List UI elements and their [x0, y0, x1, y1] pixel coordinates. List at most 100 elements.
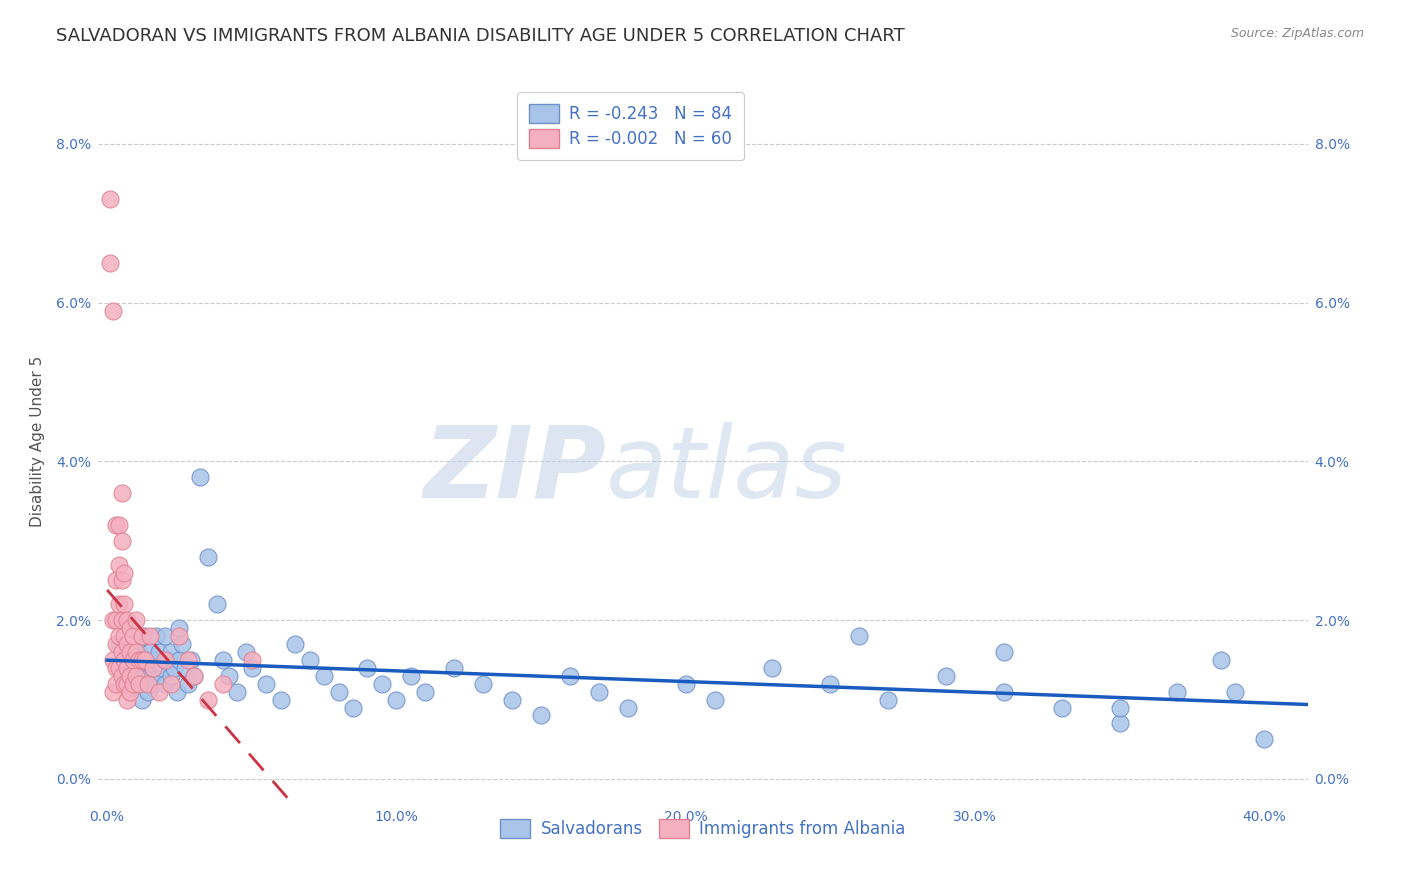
Point — [1050, 700, 1073, 714]
Point — [125, 669, 148, 683]
Point — [125, 645, 148, 659]
Point — [935, 669, 957, 683]
Point — [136, 676, 159, 690]
Point — [205, 597, 228, 611]
Point — [180, 653, 202, 667]
Legend: Salvadorans, Immigrants from Albania: Salvadorans, Immigrants from Albania — [494, 813, 912, 845]
Point — [110, 533, 132, 548]
Point — [761, 661, 783, 675]
Point — [120, 684, 142, 698]
Point — [98, 256, 121, 270]
Point — [166, 684, 188, 698]
Point — [197, 692, 219, 706]
Point — [240, 661, 263, 675]
Point — [110, 574, 132, 588]
Point — [107, 597, 129, 611]
Point — [142, 661, 165, 675]
Point — [1225, 684, 1247, 698]
Point — [125, 637, 148, 651]
Point — [104, 676, 127, 690]
Point — [159, 676, 181, 690]
Point — [530, 708, 553, 723]
Point — [235, 645, 257, 659]
Point — [1108, 700, 1130, 714]
Point — [139, 645, 162, 659]
Point — [134, 653, 156, 667]
Point — [284, 637, 307, 651]
Point — [1253, 732, 1275, 747]
Point — [342, 700, 364, 714]
Point — [1108, 716, 1130, 731]
Point — [312, 669, 335, 683]
Point — [153, 676, 176, 690]
Point — [820, 676, 842, 690]
Point — [172, 637, 194, 651]
Point — [211, 676, 233, 690]
Point — [120, 621, 142, 635]
Point — [298, 653, 321, 667]
Point — [110, 669, 132, 683]
Point — [188, 470, 211, 484]
Point — [142, 676, 165, 690]
Point — [142, 661, 165, 675]
Point — [117, 676, 139, 690]
Point — [1166, 684, 1188, 698]
Point — [114, 653, 136, 667]
Point — [558, 669, 581, 683]
Point — [107, 558, 129, 572]
Point — [101, 684, 124, 698]
Point — [107, 661, 129, 675]
Point — [443, 661, 465, 675]
Point — [101, 303, 124, 318]
Point — [120, 669, 142, 683]
Point — [104, 517, 127, 532]
Text: Source: ZipAtlas.com: Source: ZipAtlas.com — [1230, 27, 1364, 40]
Point — [136, 684, 159, 698]
Point — [675, 676, 697, 690]
Point — [148, 669, 170, 683]
Point — [197, 549, 219, 564]
Point — [371, 676, 394, 690]
Point — [110, 613, 132, 627]
Point — [993, 684, 1015, 698]
Point — [226, 684, 249, 698]
Point — [159, 645, 181, 659]
Point — [104, 613, 127, 627]
Point — [107, 637, 129, 651]
Point — [153, 653, 176, 667]
Point — [328, 684, 350, 698]
Point — [117, 676, 139, 690]
Point — [117, 661, 139, 675]
Point — [501, 692, 523, 706]
Point — [617, 700, 640, 714]
Text: ZIP: ZIP — [423, 422, 606, 519]
Point — [183, 669, 205, 683]
Point — [588, 684, 610, 698]
Point — [114, 597, 136, 611]
Point — [101, 653, 124, 667]
Point — [114, 669, 136, 683]
Point — [131, 629, 153, 643]
Point — [169, 629, 191, 643]
Point — [122, 676, 145, 690]
Point — [114, 676, 136, 690]
Point — [104, 661, 127, 675]
Point — [134, 669, 156, 683]
Point — [472, 676, 495, 690]
Point — [150, 661, 173, 675]
Point — [356, 661, 378, 675]
Text: atlas: atlas — [606, 422, 848, 519]
Point — [131, 661, 153, 675]
Point — [218, 669, 240, 683]
Point — [104, 574, 127, 588]
Point — [107, 629, 129, 643]
Point — [183, 669, 205, 683]
Point — [703, 692, 725, 706]
Point — [145, 629, 167, 643]
Point — [385, 692, 408, 706]
Point — [101, 613, 124, 627]
Point — [153, 629, 176, 643]
Point — [131, 653, 153, 667]
Point — [270, 692, 292, 706]
Point — [120, 653, 142, 667]
